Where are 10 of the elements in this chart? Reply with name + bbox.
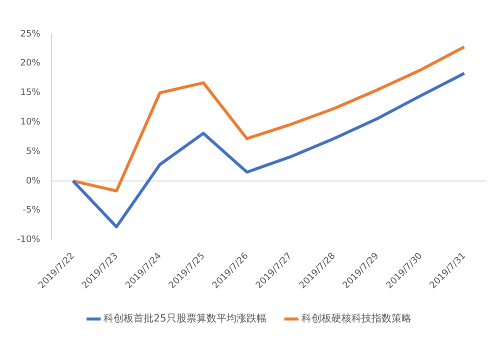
- y-tick-label: 5%: [26, 146, 41, 157]
- y-tick-label: 10%: [20, 118, 41, 128]
- y-tick-label: 25%: [20, 29, 41, 40]
- legend-label: 科创板首批25只股票算数平均涨跌幅: [104, 312, 266, 325]
- y-tick-label: -10%: [16, 235, 41, 246]
- y-tick-label: 0%: [26, 176, 41, 186]
- y-tick-label: 20%: [20, 58, 41, 69]
- y-tick-label: 15%: [20, 88, 41, 98]
- legend-label: 科创板硬核科技指数策略: [301, 312, 412, 325]
- y-tick-label: -5%: [22, 206, 41, 216]
